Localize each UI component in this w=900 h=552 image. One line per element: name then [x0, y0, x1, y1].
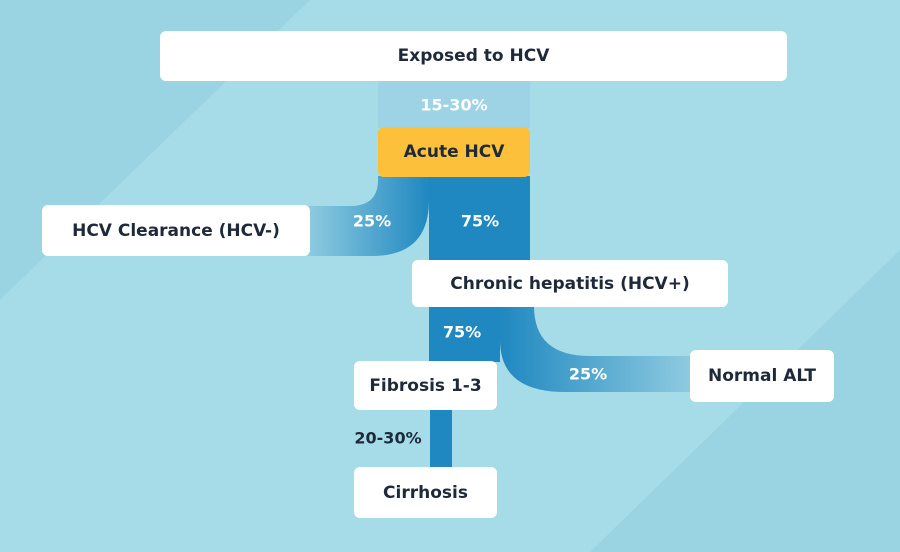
pct-fibrosis-to-cirrhosis: 20-30% — [354, 428, 422, 448]
node-fibrosis: Fibrosis 1-3 — [354, 361, 497, 410]
node-normal-alt: Normal ALT — [690, 350, 834, 402]
flow-chronic-to-fibrosis — [429, 306, 500, 362]
flow-fibrosis-to-cirrhosis — [430, 410, 452, 468]
flow-acute-to-chronic — [429, 176, 530, 262]
pct-chronic-to-fibrosis: 75% — [442, 322, 482, 342]
pct-exposed-to-acute: 15-30% — [420, 95, 488, 115]
flow-chronic-to-normal-alt — [500, 306, 692, 392]
pct-acute-to-chronic: 75% — [460, 211, 500, 231]
node-hcv-clearance: HCV Clearance (HCV-) — [42, 205, 310, 256]
node-exposed: Exposed to HCV — [160, 31, 787, 81]
flow-exposed-to-acute — [378, 80, 530, 128]
node-chronic-hepatitis: Chronic hepatitis (HCV+) — [412, 260, 728, 307]
flow-acute-to-clearance — [308, 176, 429, 256]
node-cirrhosis: Cirrhosis — [354, 467, 497, 518]
node-acute-hcv: Acute HCV — [378, 127, 530, 177]
pct-acute-to-clearance: 25% — [352, 211, 392, 231]
pct-chronic-to-normal-alt: 25% — [568, 364, 608, 384]
